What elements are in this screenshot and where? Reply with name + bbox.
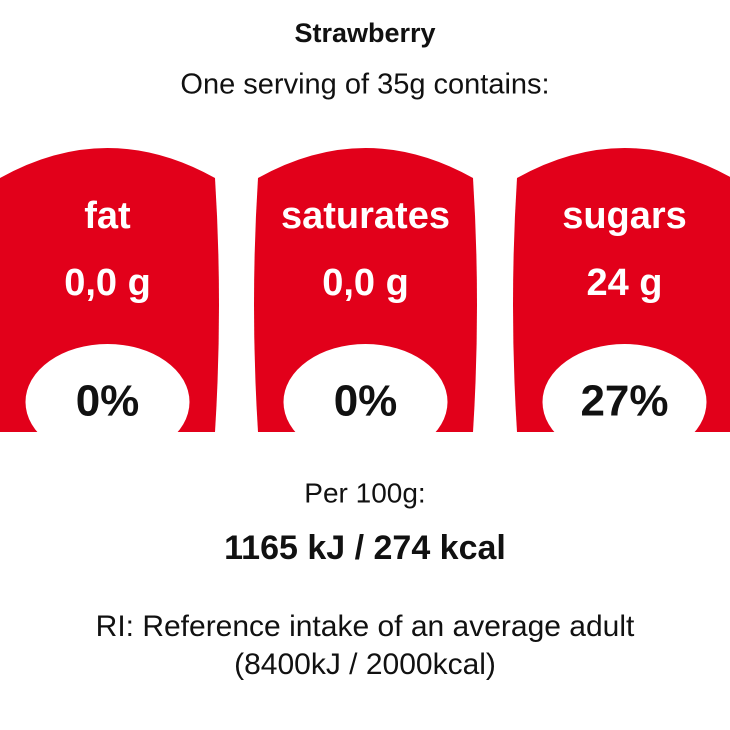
title: Strawberry: [294, 18, 435, 48]
nutrient-cards: fat 0,0 g 0% saturates 0,0 g 0% sugars 24 g 27%: [0, 148, 730, 460]
ri-percent: 27%: [580, 377, 668, 426]
ri-oval: [283, 344, 448, 460]
ri-percent: 0%: [334, 377, 398, 426]
nutrient-amount: 0,0 g: [322, 262, 409, 304]
ri-reference: (8400kJ / 2000kcal): [234, 648, 496, 681]
nutrient-card: saturates 0,0 g 0%: [254, 148, 477, 460]
nutrient-name: fat: [84, 195, 131, 237]
ri-oval: [542, 344, 707, 460]
ri-percent: 0%: [76, 377, 140, 426]
nutrient-card: fat 0,0 g 0%: [0, 148, 219, 460]
ri-oval: [25, 344, 190, 460]
ri-note: RI: Reference intake of an average adult: [96, 610, 635, 643]
nutrient-card: sugars 24 g 27%: [513, 148, 730, 460]
nutrient-amount: 0,0 g: [64, 262, 151, 304]
nutrient-amount: 24 g: [586, 262, 662, 304]
energy-value: 1165 kJ / 274 kcal: [224, 529, 506, 567]
nutrient-name: saturates: [281, 195, 450, 237]
energy-label: Per 100g:: [304, 477, 425, 508]
nutrient-name: sugars: [562, 195, 687, 237]
subtitle: One serving of 35g contains:: [180, 69, 549, 101]
